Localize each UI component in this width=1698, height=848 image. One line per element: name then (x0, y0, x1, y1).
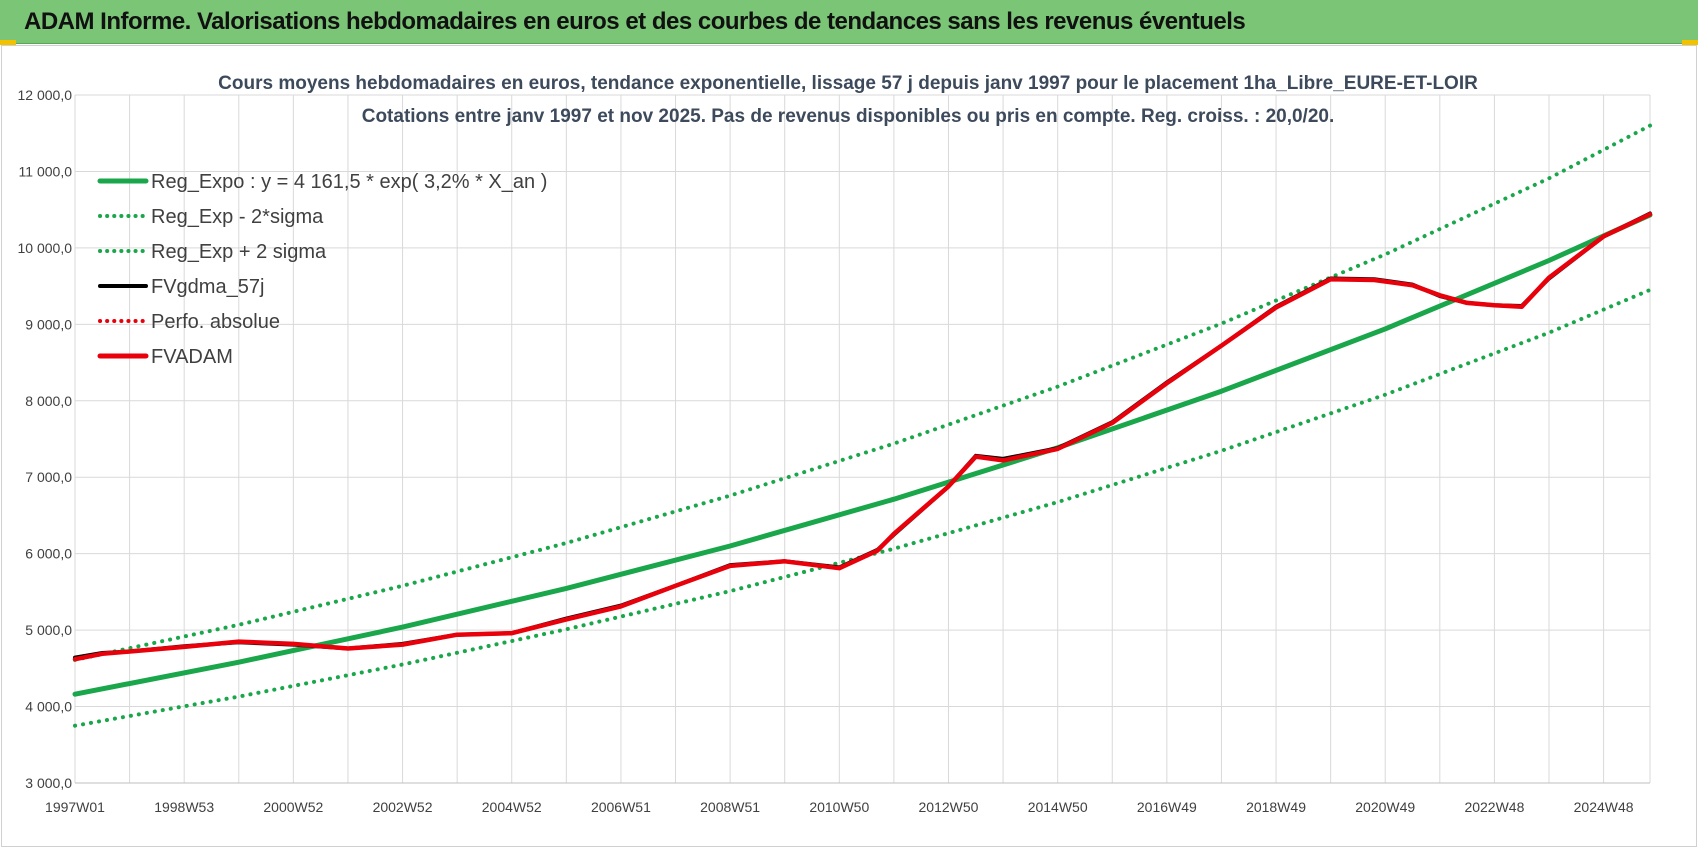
y-tick-label: 9 000,0 (25, 316, 72, 332)
x-tick-label: 2010W50 (809, 799, 869, 815)
legend-label-2: Reg_Exp + 2 sigma (151, 241, 327, 263)
chart-title: Cours moyens hebdomadaires en euros, ten… (218, 73, 1478, 94)
y-tick-label: 5 000,0 (25, 622, 72, 638)
corner-marker-left (0, 40, 16, 45)
x-tick-label: 1997W01 (45, 799, 105, 815)
series-line-5 (72, 212, 1653, 662)
x-tick-label: 2016W49 (1137, 799, 1197, 815)
y-tick-label: 10 000,0 (18, 240, 73, 256)
y-tick-label: 11 000,0 (19, 163, 73, 179)
y-tick-label: 3 000,0 (25, 775, 72, 791)
y-tick-label: 8 000,0 (25, 393, 72, 409)
x-tick-label: 2000W52 (263, 799, 323, 815)
x-tick-label: 2024W48 (1574, 799, 1634, 815)
series-layer (72, 123, 1653, 728)
x-tick-label: 2020W49 (1355, 799, 1415, 815)
y-tick-label: 4 000,0 (25, 699, 72, 715)
x-tick-label: 2002W52 (373, 799, 433, 815)
x-axis-ticks: 1997W01 1998W53 2000W52 2002W52 2004W52 2006W… (45, 799, 1634, 815)
y-tick-label: 12 000,0 (18, 87, 73, 103)
y-axis-ticks: 3 000,0 4 000,0 5 000,0 6 000,0 7 000,0 8 000… (18, 87, 73, 791)
legend-label-4: Perfo. absolue (151, 311, 280, 333)
y-tick-label: 6 000,0 (25, 546, 72, 562)
grid (74, 94, 1651, 784)
x-tick-label: 2008W51 (700, 799, 760, 815)
header-bar: ADAM Informe. Valorisations hebdomadaire… (0, 0, 1698, 44)
legend-label-3: FVgdma_57j (151, 276, 264, 298)
x-tick-label: 2006W51 (591, 799, 651, 815)
chart-frame (1, 45, 1697, 847)
x-tick-label: 2004W52 (482, 799, 542, 815)
y-tick-label: 7 000,0 (25, 469, 72, 485)
legend: Reg_Expo : y = 4 161,5 * exp( 3,2% * X_a… (97, 171, 547, 368)
x-tick-label: 2018W49 (1246, 799, 1306, 815)
series-line-1 (73, 287, 1652, 728)
x-tick-label: 2012W50 (919, 799, 979, 815)
legend-label-5: FVADAM (151, 346, 233, 368)
page-title: ADAM Informe. Valorisations hebdomadaire… (24, 8, 1246, 35)
x-tick-label: 2014W50 (1028, 799, 1088, 815)
series-line-0 (72, 212, 1653, 697)
legend-label-1: Reg_Exp - 2*sigma (151, 206, 324, 228)
x-tick-label: 2022W48 (1464, 799, 1524, 815)
series-line-2 (73, 123, 1652, 662)
chart-subtitle: Cotations entre janv 1997 et nov 2025. P… (362, 106, 1335, 127)
legend-label-0: Reg_Expo : y = 4 161,5 * exp( 3,2% * X_a… (151, 171, 547, 193)
series-line-3 (73, 211, 1652, 660)
x-tick-label: 1998W53 (154, 799, 214, 815)
corner-marker-right (1682, 40, 1698, 45)
